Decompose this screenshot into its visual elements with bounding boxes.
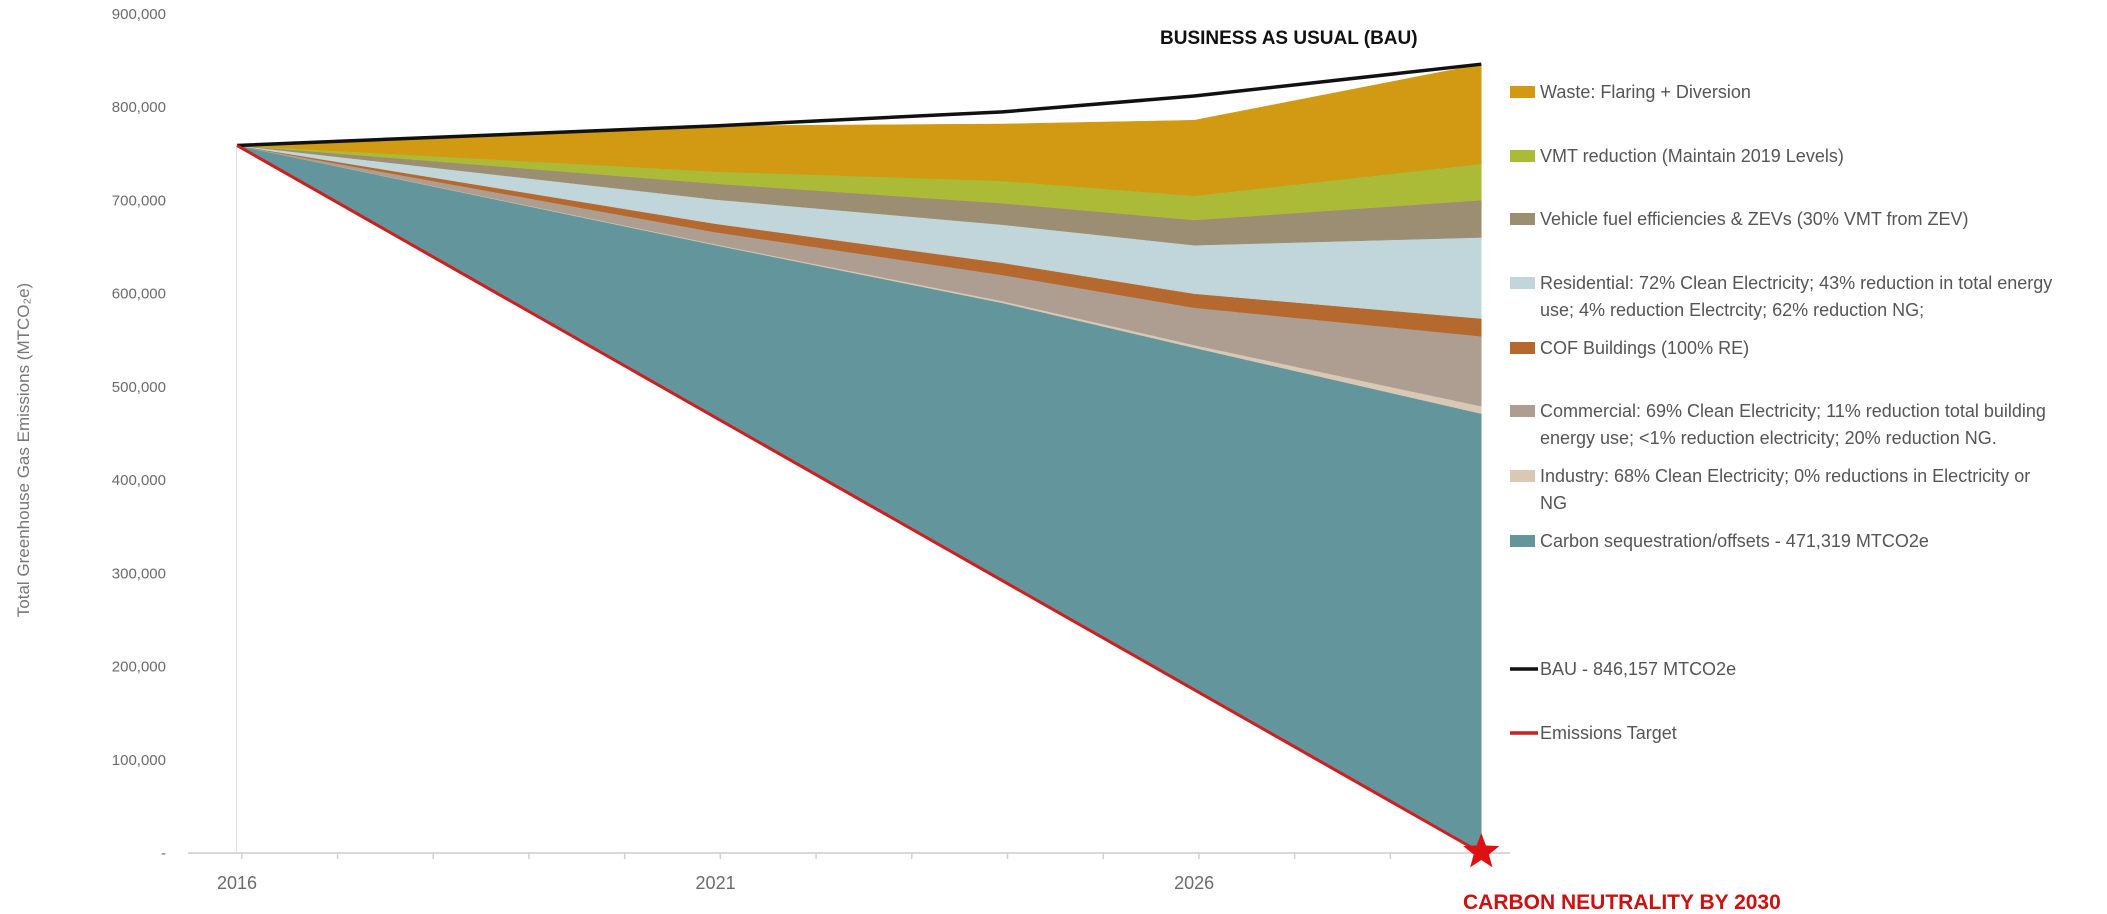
- legend-label: Vehicle fuel efficiencies & ZEVs (30% VM…: [1540, 209, 1969, 229]
- stacked-areas: [236, 63, 1482, 854]
- y-tick-label: 500,000: [112, 379, 166, 396]
- y-tick-label: 300,000: [112, 565, 166, 582]
- legend-label: NG: [1540, 493, 1567, 513]
- legend: Waste: Flaring + Diversion VMT reduction …: [1510, 82, 2052, 743]
- y-tick-label: 700,000: [112, 192, 166, 209]
- legend-swatch: [1510, 470, 1535, 482]
- y-tick-label: 600,000: [112, 286, 166, 303]
- legend-swatch: [1510, 150, 1535, 162]
- legend-label: energy use; <1% reduction electricity; 2…: [1540, 428, 1997, 448]
- legend-swatch: [1510, 405, 1535, 417]
- target-star-icon: [1463, 833, 1500, 868]
- legend-label: Commercial: 69% Clean Electricity; 11% r…: [1540, 401, 2046, 421]
- y-tick-label: 100,000: [112, 752, 166, 769]
- x-tick-label: 2026: [1174, 873, 1214, 893]
- legend-swatch: [1510, 535, 1535, 547]
- legend-label: use; 4% reduction Electrcity; 62% reduct…: [1540, 300, 1924, 320]
- legend-swatch: [1510, 342, 1535, 354]
- legend-swatch: [1510, 213, 1535, 225]
- y-tick-label: 800,000: [112, 99, 166, 116]
- legend-label: Emissions Target: [1540, 723, 1677, 743]
- legend-label: Carbon sequestration/offsets - 471,319 M…: [1540, 531, 1929, 551]
- legend-label: BAU - 846,157 MTCO2e: [1540, 659, 1736, 679]
- carbon-neutrality-annotation: CARBON NEUTRALITY BY 2030: [1463, 891, 1781, 914]
- axes: - 100,000 200,000 300,000 400,000 500,000 600,…: [112, 6, 1510, 893]
- y-tick-label: -: [161, 845, 166, 862]
- x-tick-label: 2021: [696, 873, 736, 893]
- reference-lines: [236, 62, 1483, 855]
- legend-label: COF Buildings (100% RE): [1540, 338, 1749, 358]
- legend-label: Waste: Flaring + Diversion: [1540, 82, 1751, 102]
- legend-swatch: [1510, 277, 1535, 289]
- bau-line: [236, 62, 1482, 148]
- emissions-target-line: [236, 144, 1483, 855]
- legend-label: Industry: 68% Clean Electricity; 0% redu…: [1540, 466, 2030, 486]
- y-axis-title: Total Greenhouse Gas Emissions (MTCO₂e): [14, 283, 33, 617]
- legend-label: Residential: 72% Clean Electricity; 43% …: [1540, 273, 2052, 293]
- area-series-8: [236, 63, 1482, 197]
- bau-annotation: BUSINESS AS USUAL (BAU): [1160, 28, 1418, 49]
- y-tick-label: 900,000: [112, 6, 166, 23]
- legend-label: VMT reduction (Maintain 2019 Levels): [1540, 146, 1844, 166]
- y-tick-label: 200,000: [112, 659, 166, 676]
- x-tick-label: 2016: [217, 873, 257, 893]
- legend-swatch: [1510, 86, 1535, 98]
- y-tick-label: 400,000: [112, 472, 166, 489]
